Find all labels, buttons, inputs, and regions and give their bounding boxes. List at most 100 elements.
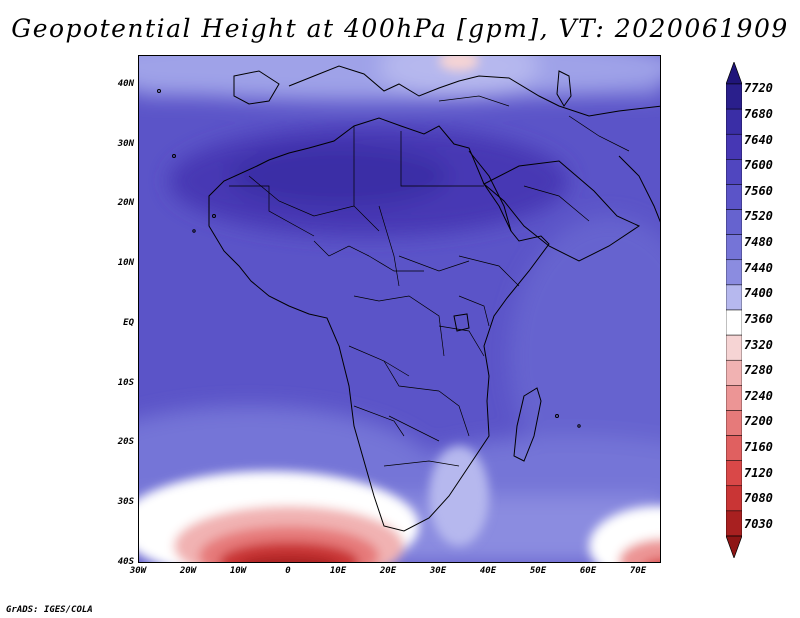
- colorbar-label-7680: 7680: [744, 107, 773, 121]
- colorbar-swatch-3: [726, 159, 742, 185]
- lon-label-50e: 50E: [529, 566, 547, 576]
- lat-label-eq: EQ: [123, 318, 134, 328]
- lon-label-60e: 60E: [579, 566, 597, 576]
- africa-coastline: [208, 117, 550, 532]
- field-low-4: [243, 556, 335, 562]
- colorbar-swatch-7: [726, 259, 742, 286]
- colorbar-label-7080: 7080: [744, 491, 773, 505]
- border-algeria-libya: [353, 126, 380, 232]
- border-drc: [353, 295, 445, 357]
- colorbar-swatch-1: [726, 108, 742, 135]
- border-namibia: [353, 405, 405, 437]
- border-turkey: [438, 95, 510, 107]
- field-se-low: [619, 539, 660, 562]
- lon-label-30w: 30W: [129, 566, 147, 576]
- colorbar: [726, 62, 742, 558]
- colorbar-swatch-12: [726, 385, 742, 411]
- island-4: [555, 414, 559, 418]
- iberia-coastline: [233, 70, 280, 105]
- border-nigeria: [313, 240, 370, 257]
- geopotential-map: [139, 56, 660, 562]
- colorbar-swatch-2: [726, 133, 742, 160]
- border-tanzania: [438, 325, 485, 357]
- lat-label-30s: 30S: [117, 497, 134, 507]
- lat-label-30n: 30N: [117, 139, 134, 149]
- field-low-3: [219, 542, 359, 562]
- red-sea: [468, 150, 512, 232]
- border-car: [368, 255, 424, 272]
- colorbar-label-7280: 7280: [744, 363, 773, 377]
- lon-label-30e: 30E: [429, 566, 447, 576]
- colorbar-bottom-arrow: [726, 535, 742, 558]
- field-se-low-2: [647, 558, 660, 562]
- lon-label-20w: 20W: [179, 566, 197, 576]
- colorbar-swatch-17: [726, 510, 742, 537]
- border-libya-egypt: [400, 131, 439, 187]
- colorbar-label-7560: 7560: [744, 184, 773, 198]
- colorbar-label-7640: 7640: [744, 133, 773, 147]
- lake-victoria: [453, 313, 470, 332]
- colorbar-swatch-5: [726, 209, 742, 235]
- colorbar-label-7600: 7600: [744, 158, 773, 172]
- island-6: [192, 229, 196, 233]
- border-mali: [248, 175, 355, 217]
- border-ethiopia: [458, 255, 520, 287]
- colorbar-swatch-14: [726, 435, 742, 461]
- lat-label-20n: 20N: [117, 198, 134, 208]
- island-1: [157, 89, 161, 93]
- lon-label-10w: 10W: [229, 566, 247, 576]
- colorbar-swatch-0: [726, 83, 742, 110]
- colorbar-label-7120: 7120: [744, 466, 773, 480]
- lat-label-10n: 10N: [117, 258, 134, 268]
- colorbar-label-7320: 7320: [744, 338, 773, 352]
- islands: [157, 89, 581, 428]
- colorbar-label-7160: 7160: [744, 440, 773, 454]
- island-3: [212, 214, 216, 218]
- lat-label-40s: 40S: [117, 557, 134, 567]
- colorbar-swatch-4: [726, 184, 742, 210]
- island-5: [577, 424, 581, 428]
- lon-label-10e: 10E: [329, 566, 347, 576]
- border-zambia: [383, 360, 440, 392]
- field-mozambique-light: [429, 446, 489, 546]
- lon-label-20e: 20E: [379, 566, 397, 576]
- lat-label-20s: 20S: [117, 437, 134, 447]
- lat-label-40n: 40N: [117, 79, 134, 89]
- colorbar-label-7720: 7720: [744, 81, 773, 95]
- colorbar-label-7400: 7400: [744, 286, 773, 300]
- arabia-coastline: [483, 160, 641, 262]
- island-2: [172, 154, 176, 158]
- colorbar-swatch-15: [726, 460, 742, 487]
- colorbar-swatches: [726, 83, 742, 537]
- colorbar-swatch-9: [726, 309, 742, 336]
- caspian-outline: [556, 70, 572, 107]
- colorbar-swatch-8: [726, 284, 742, 311]
- colorbar-swatch-16: [726, 485, 742, 512]
- border-kenya: [458, 295, 490, 327]
- map-panel: [138, 55, 661, 563]
- colorbar-label-7030: 7030: [744, 517, 773, 531]
- lat-label-10s: 10S: [117, 378, 134, 388]
- india-coastline: [618, 155, 660, 223]
- coastlines: [208, 65, 660, 532]
- border-sudan-south: [398, 255, 470, 272]
- figure-title: Geopotential Height at 400hPa [gpm], VT:…: [11, 14, 789, 43]
- colorbar-label-7240: 7240: [744, 389, 773, 403]
- europe-coastline: [288, 65, 660, 117]
- colorbar-top-arrow: [726, 62, 742, 85]
- field-n-red: [439, 56, 479, 71]
- lon-label-40e: 40E: [479, 566, 497, 576]
- colorbar-label-7520: 7520: [744, 209, 773, 223]
- colorbar-swatch-11: [726, 359, 742, 386]
- colorbar-swatch-10: [726, 334, 742, 361]
- border-iran: [568, 115, 630, 152]
- colorbar-swatch-13: [726, 410, 742, 436]
- colorbar-label-7360: 7360: [744, 312, 773, 326]
- border-w-sahara: [229, 185, 315, 237]
- border-mozambique: [438, 390, 470, 437]
- colorbar-label-7200: 7200: [744, 414, 773, 428]
- colorbar-label-7480: 7480: [744, 235, 773, 249]
- lon-label-0: 0: [285, 566, 291, 576]
- colorbar-swatch-6: [726, 234, 742, 261]
- colorbar-label-7440: 7440: [744, 261, 773, 275]
